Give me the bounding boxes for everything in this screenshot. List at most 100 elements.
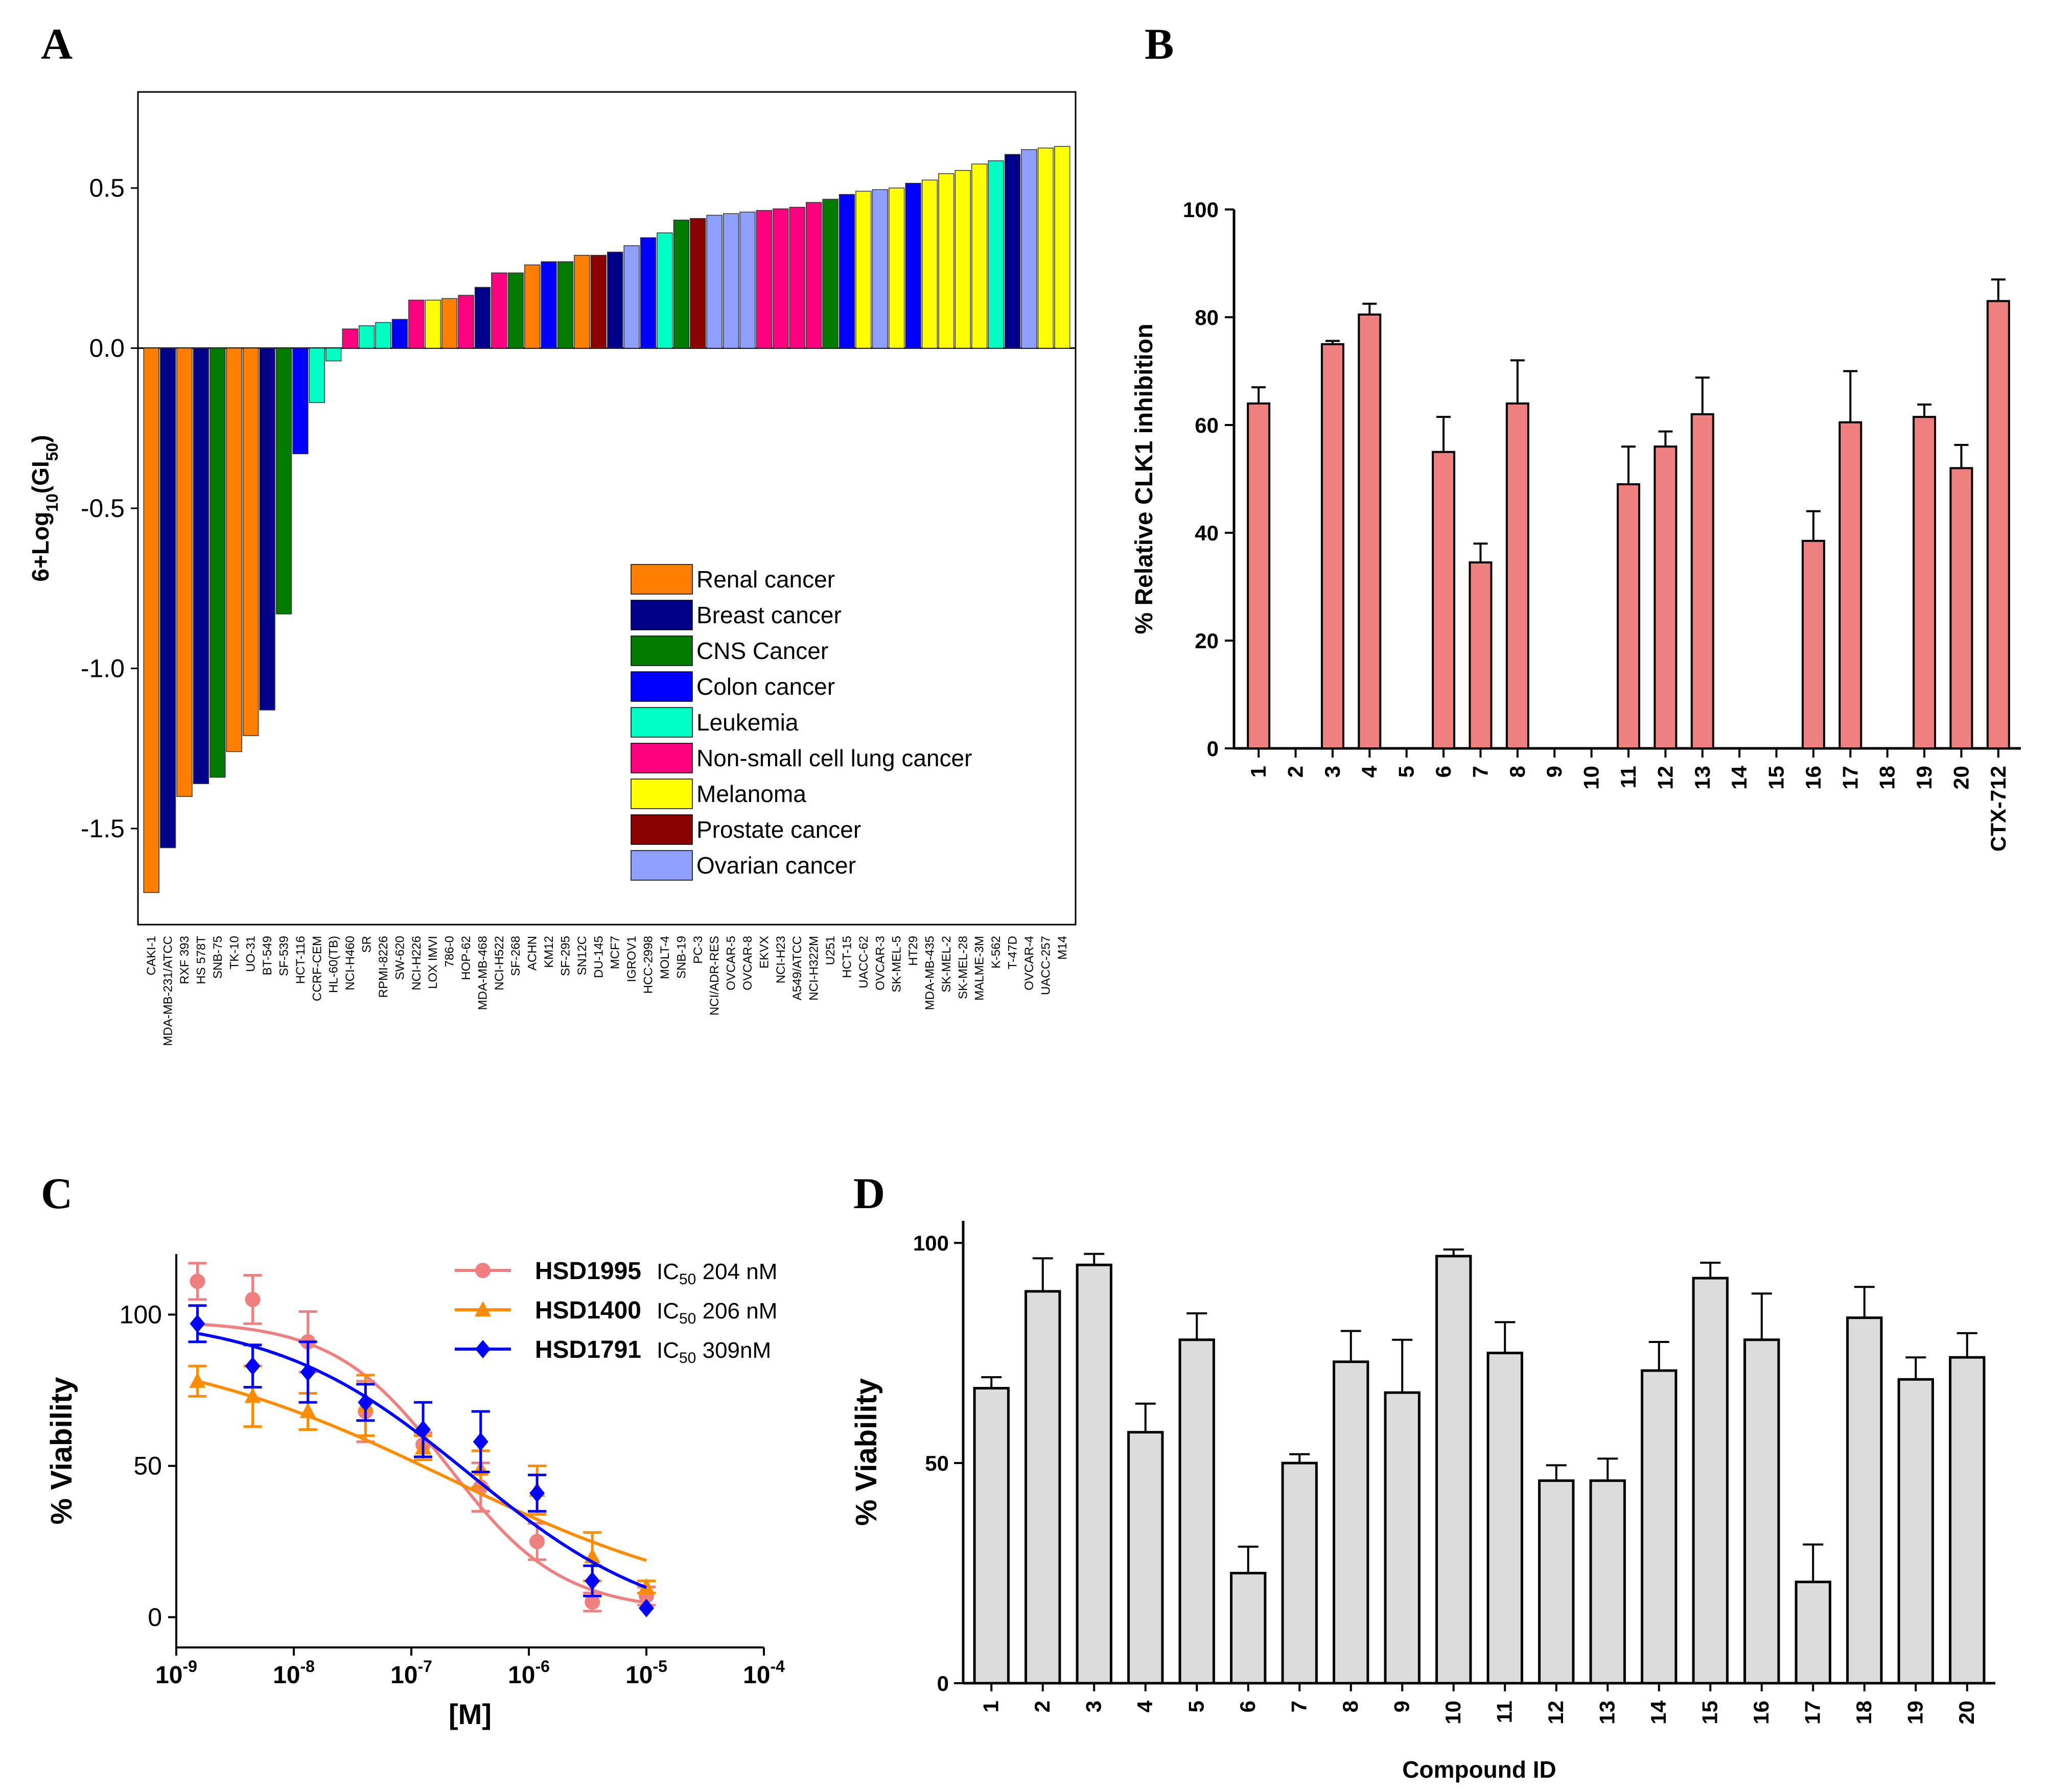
x-tick-label-a: NCI-H460 [343, 936, 357, 991]
bar-a [640, 237, 657, 349]
x-tick-label-d: 19 [1903, 1701, 1927, 1725]
bar-a [358, 325, 375, 349]
legend-name-c: HSD1791 [535, 1336, 641, 1363]
bar-a [872, 189, 888, 349]
x-tick-label-a: SF-539 [277, 936, 291, 976]
x-tick-label-a: U251 [824, 936, 837, 965]
bar-d [1692, 1277, 1729, 1685]
legend-ic50-c: IC50 309nM [657, 1338, 771, 1366]
bar-a [325, 347, 342, 362]
bar-a [889, 187, 905, 349]
y-tick-label-b: 100 [1183, 198, 1219, 222]
x-tick-label-d: 8 [1338, 1701, 1362, 1712]
x-tick-label-b: 8 [1505, 766, 1529, 777]
bar-d [1076, 1263, 1112, 1685]
y-tick-label-a: 0.0 [89, 334, 125, 363]
panel-label-d: D [853, 1169, 885, 1218]
bar-a [541, 261, 557, 349]
y-tick-label-d: 0 [937, 1671, 949, 1695]
x-tick-label-a: PC-3 [691, 936, 705, 964]
marker-c [585, 1571, 600, 1590]
legend-label-a: Prostate cancer [696, 816, 861, 843]
x-tick-label-c: 10-6 [508, 1657, 550, 1689]
bar-d [1333, 1360, 1369, 1685]
legend-swatch-a [631, 743, 693, 773]
x-tick-label-b: 15 [1764, 766, 1788, 790]
x-tick-label-a: IGROV1 [625, 936, 639, 982]
x-tick-label-a: SF-268 [509, 936, 523, 976]
y-tick-label-c: 100 [120, 1300, 162, 1329]
bar-a [690, 218, 706, 349]
legend-label-a: Melanoma [696, 781, 806, 807]
x-tick-label-a: SNB-19 [674, 936, 688, 979]
x-tick-label-c: 10-4 [743, 1657, 785, 1689]
x-tick-label-b: 7 [1468, 766, 1492, 777]
bar-a [756, 210, 773, 349]
legend-label-a: Colon cancer [696, 673, 835, 700]
fit-curve-c [197, 1323, 647, 1605]
x-tick-label-d: 16 [1749, 1701, 1773, 1725]
bar-d [973, 1387, 1010, 1685]
x-tick-label-b: 10 [1579, 766, 1603, 790]
legend-label-a: Breast cancer [696, 602, 842, 628]
bar-d [1846, 1316, 1883, 1685]
bar-b [1949, 467, 1973, 749]
legend-marker-c [475, 1340, 491, 1358]
x-tick-label-d: 2 [1030, 1701, 1054, 1712]
bar-a [557, 261, 574, 349]
bar-a [723, 213, 739, 349]
bar-b [1320, 343, 1344, 749]
x-tick-label-a: MDA-MB-435 [923, 936, 937, 1010]
x-tick-label-a: HS 578T [194, 936, 208, 984]
bar-b [1358, 313, 1382, 749]
y-tick-label-a: -1.5 [81, 814, 125, 843]
bar-a [971, 163, 988, 349]
bar-d [1949, 1356, 1986, 1685]
x-tick-label-a: HL-60(TB) [327, 936, 341, 993]
bar-a [938, 173, 954, 349]
bar-a [193, 347, 209, 784]
x-tick-label-b: 6 [1431, 766, 1455, 777]
x-tick-label-a: M14 [1056, 936, 1069, 960]
marker-c [529, 1534, 545, 1549]
x-tick-label-d: 1 [979, 1701, 1003, 1712]
bar-a [143, 347, 159, 893]
bar-b [1801, 539, 1825, 749]
x-tick-label-a: CAKI-1 [145, 936, 158, 975]
legend-swatch-a [631, 779, 693, 809]
legend-ic50-c: IC50 206 nM [657, 1299, 777, 1327]
y-tick-label-d: 50 [925, 1451, 949, 1475]
bar-b [1247, 402, 1271, 749]
x-tick-label-a: SK-MEL-2 [940, 936, 953, 993]
x-tick-label-a: HCC-2998 [642, 936, 656, 994]
legend-name-c: HSD1400 [535, 1297, 641, 1324]
y-tick-label-b: 80 [1195, 305, 1219, 329]
x-tick-label-a: RPMI-8226 [377, 936, 390, 998]
bar-a [474, 287, 491, 349]
bar-a [309, 347, 325, 403]
x-tick-label-b: 12 [1653, 766, 1677, 790]
legend-swatch-a [631, 635, 693, 666]
x-tick-label-a: SF-295 [558, 936, 572, 976]
x-tick-label-a: HCT-15 [840, 936, 854, 978]
marker-c [529, 1483, 545, 1502]
x-tick-label-a: MOLT-4 [658, 936, 672, 979]
x-axis-label-d: Compound ID [1402, 1756, 1556, 1783]
panel-label-b: B [1145, 19, 1174, 68]
x-tick-label-d: 17 [1800, 1701, 1824, 1725]
x-tick-label-a: NCI/ADR-RES [708, 936, 721, 1016]
bar-a [159, 347, 176, 848]
x-tick-label-a: SR [360, 936, 374, 953]
y-axis-label-d: % Viability [850, 1378, 883, 1526]
bar-a [789, 206, 805, 349]
x-tick-label-d: 13 [1595, 1701, 1619, 1725]
bar-b [1986, 300, 2010, 749]
y-tick-label-b: 40 [1195, 521, 1219, 545]
bar-a [822, 199, 839, 349]
y-tick-label-d: 100 [913, 1231, 949, 1255]
bar-b [1432, 451, 1456, 749]
legend-label-a: Ovarian cancer [696, 852, 856, 879]
bar-d [1589, 1479, 1626, 1685]
chart-c: 0 50 100 10-9 10-8 10-7 10-6 10-5 10-4 [M] % Viabi… [45, 1254, 785, 1730]
